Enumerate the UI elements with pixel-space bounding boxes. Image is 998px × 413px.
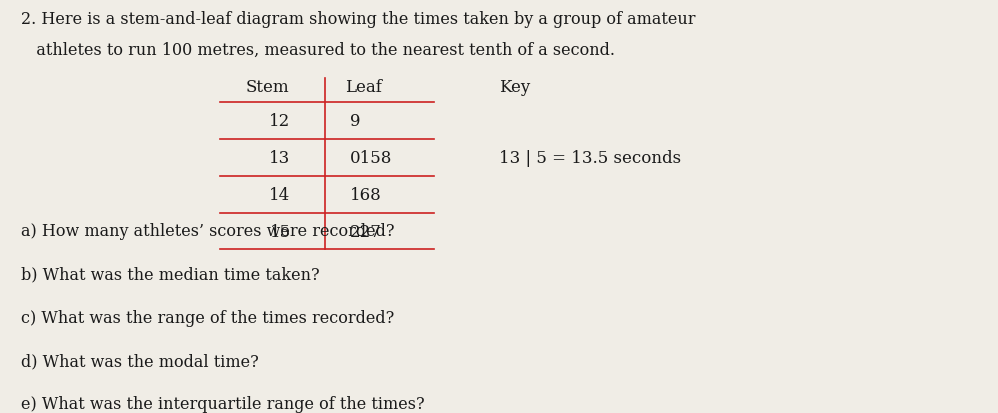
Text: 9: 9: [349, 112, 360, 129]
Text: a) How many athletes’ scores were recorded?: a) How many athletes’ scores were record…: [21, 222, 395, 239]
Text: 227: 227: [349, 223, 381, 240]
Text: b) What was the median time taken?: b) What was the median time taken?: [21, 266, 320, 282]
Text: 14: 14: [269, 186, 290, 203]
Text: 15: 15: [269, 223, 290, 240]
Text: 13 | 5 = 13.5 seconds: 13 | 5 = 13.5 seconds: [499, 149, 681, 166]
Text: 168: 168: [349, 186, 381, 203]
Text: e) What was the interquartile range of the times?: e) What was the interquartile range of t…: [21, 395, 425, 412]
Text: c) What was the range of the times recorded?: c) What was the range of the times recor…: [21, 309, 394, 326]
Text: Key: Key: [499, 78, 530, 95]
Text: 0158: 0158: [349, 149, 392, 166]
Text: d) What was the modal time?: d) What was the modal time?: [21, 352, 259, 369]
Text: Leaf: Leaf: [344, 78, 381, 95]
Text: 12: 12: [269, 112, 290, 129]
Text: 2. Here is a stem-and-leaf diagram showing the times taken by a group of amateur: 2. Here is a stem-and-leaf diagram showi…: [21, 11, 696, 28]
Text: Stem: Stem: [246, 78, 288, 95]
Text: athletes to run 100 metres, measured to the nearest tenth of a second.: athletes to run 100 metres, measured to …: [21, 41, 616, 58]
Text: 13: 13: [269, 149, 290, 166]
